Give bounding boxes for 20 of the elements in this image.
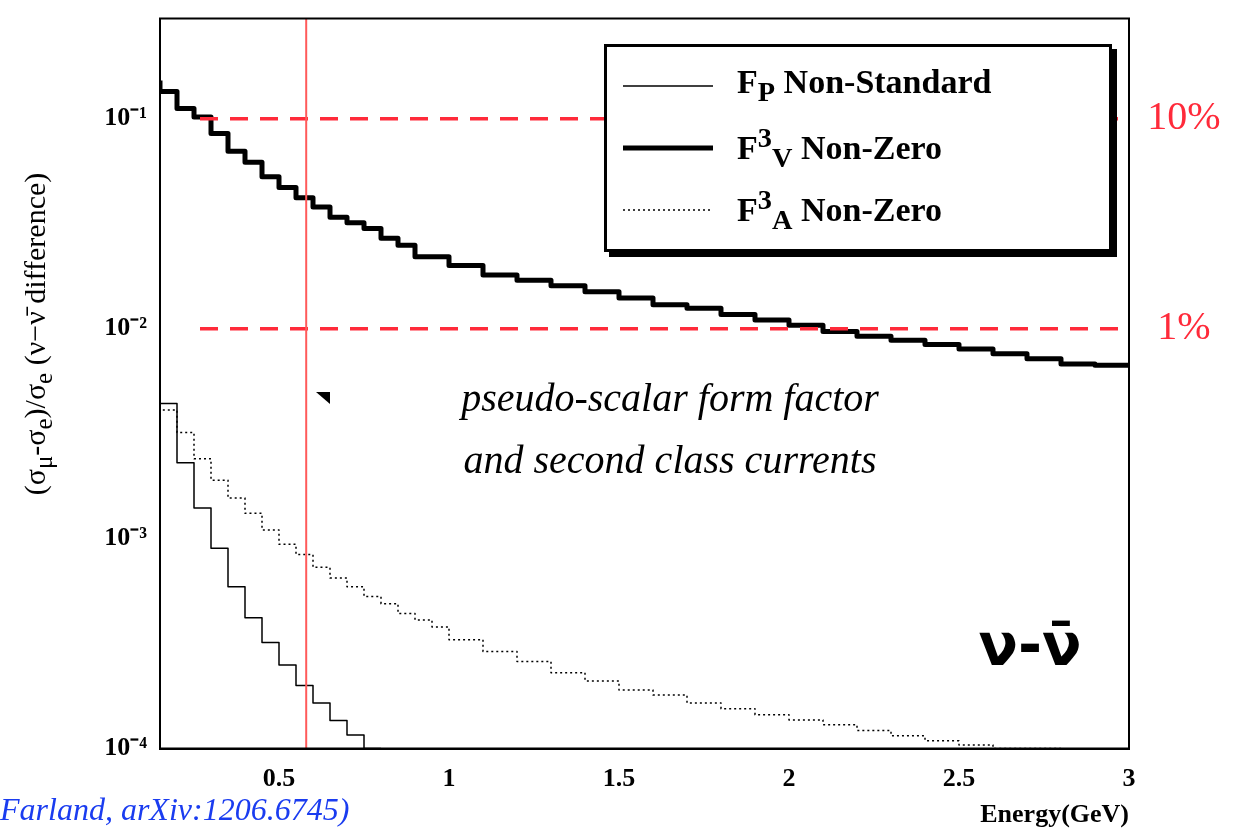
ref-line-label: 10%: [1147, 93, 1221, 139]
y-tick-label: 10⁻²: [104, 312, 148, 342]
x-axis-title: Energy(GeV): [980, 799, 1129, 829]
legend-label: F$^{3}$$_{A}$ Non-Zero: [737, 183, 942, 236]
legend-label: F$_{P}$ Non-Standard: [737, 63, 992, 108]
x-tick-label: 3: [1122, 762, 1136, 792]
x-tick-label: 0.5: [262, 762, 296, 792]
x-tick-label: 1: [442, 762, 456, 792]
y-tick-label: 10⁻³: [104, 522, 148, 552]
annotation: and second class currents: [463, 436, 877, 482]
text: Farland, arXiv:1206.6745): [0, 791, 350, 828]
ref-line-label: 1%: [1157, 303, 1211, 349]
y-tick-label: 10⁻¹: [104, 102, 147, 132]
y-tick-label: 10⁻⁴: [104, 732, 148, 762]
annotation: ν-ν̄: [978, 611, 1082, 680]
x-tick-label: 1.5: [602, 762, 636, 792]
annotation: pseudo-scalar form factor: [458, 374, 880, 420]
x-tick-label: 2.5: [942, 762, 976, 792]
legend-label: F$^{3}$$_{V}$ Non-Zero: [737, 121, 942, 174]
x-tick-label: 2: [782, 762, 796, 792]
